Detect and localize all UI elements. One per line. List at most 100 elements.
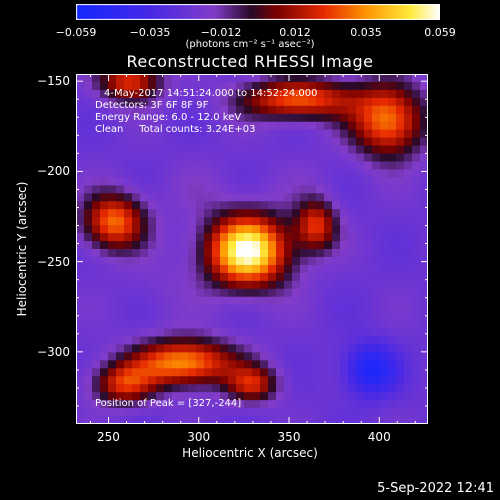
heatmap-cell	[292, 185, 301, 194]
heatmap-cell	[148, 352, 157, 361]
heatmap-cell	[172, 113, 181, 123]
heatmap-cell	[124, 320, 133, 330]
heatmap-cell	[116, 161, 125, 171]
heatmap-cell	[356, 97, 365, 107]
heatmap-cell	[340, 169, 349, 178]
heatmap-cell	[364, 288, 373, 298]
heatmap-cell	[124, 296, 133, 306]
heatmap-cell	[308, 256, 317, 266]
heatmap-cell	[236, 169, 245, 178]
heatmap-cell	[244, 416, 253, 424]
heatmap-cell	[252, 97, 261, 107]
heatmap-cell	[220, 113, 229, 123]
heatmap-cell	[300, 217, 309, 226]
heatmap-cell	[292, 217, 301, 226]
heatmap-cell	[180, 384, 189, 393]
heatmap-cell	[84, 169, 93, 178]
heatmap-cell	[340, 201, 349, 210]
heatmap-cell	[308, 241, 317, 250]
heatmap-cell	[380, 384, 389, 393]
heatmap-cell	[404, 113, 413, 123]
heatmap-cell	[348, 201, 357, 210]
heatmap-cell	[84, 97, 93, 107]
heatmap-cell	[204, 280, 213, 290]
heatmap-cell	[308, 384, 317, 393]
heatmap-cell	[268, 113, 277, 123]
heatmap-cell	[148, 320, 157, 330]
heatmap-cell	[324, 360, 333, 369]
heatmap-cell	[340, 74, 349, 83]
heatmap-cell	[396, 256, 405, 266]
heatmap-cell	[308, 352, 317, 361]
heatmap-cell	[164, 296, 173, 306]
heatmap-cell	[76, 360, 85, 369]
colorbar-tick-label: −0.035	[129, 26, 171, 39]
heatmap-cell	[324, 137, 333, 147]
heatmap-cell	[100, 74, 109, 83]
heatmap-cell	[100, 288, 109, 298]
heatmap-cell	[340, 272, 349, 282]
x-tick-label: 300	[187, 430, 211, 444]
heatmap-cell	[172, 304, 181, 314]
heatmap-cell	[348, 185, 357, 194]
heatmap-cell	[292, 376, 301, 385]
heatmap-cell	[180, 201, 189, 210]
heatmap-cell	[84, 312, 93, 322]
heatmap-cell	[164, 161, 173, 171]
heatmap-cell	[396, 296, 405, 306]
heatmap-cell	[76, 336, 85, 346]
heatmap-cell	[140, 320, 149, 330]
heatmap-cell	[300, 185, 309, 194]
heatmap-cell	[324, 81, 333, 91]
heatmap-cell	[324, 392, 333, 401]
heatmap-cell	[284, 201, 293, 210]
heatmap-cell	[364, 249, 373, 258]
heatmap-cell	[268, 137, 277, 147]
heatmap-cell	[348, 233, 357, 242]
heatmap-cell	[172, 408, 181, 417]
heatmap-cell	[140, 352, 149, 361]
heatmap-cell	[204, 408, 213, 417]
heatmap-cell	[356, 121, 365, 131]
heatmap-cell	[420, 209, 428, 218]
heatmap-cell	[276, 368, 285, 377]
heatmap-cell	[244, 256, 253, 266]
heatmap-cell	[292, 89, 301, 99]
heatmap-cell	[124, 336, 133, 346]
heatmap-cell	[100, 368, 109, 377]
heatmap-cell	[412, 185, 421, 194]
heatmap-cell	[204, 193, 213, 202]
heatmap-cell	[116, 384, 125, 393]
heatmap-cell	[404, 280, 413, 290]
heatmap-cell	[220, 400, 229, 409]
heatmap-cell	[252, 304, 261, 314]
heatmap-cell	[364, 225, 373, 234]
heatmap-cell	[388, 217, 397, 226]
heatmap-cell	[268, 408, 277, 417]
heatmap-cell	[372, 344, 381, 353]
heatmap-cell	[212, 376, 221, 385]
heatmap-cell	[236, 416, 245, 424]
heatmap-cell	[180, 288, 189, 298]
heatmap-cell	[116, 217, 125, 226]
heatmap-cell	[76, 344, 85, 353]
heatmap-cell	[188, 256, 197, 266]
heatmap-cell	[84, 161, 93, 171]
heatmap-cell	[132, 129, 141, 139]
heatmap-cell	[220, 328, 229, 338]
heatmap-cell	[372, 376, 381, 385]
heatmap-cell	[108, 217, 117, 226]
heatmap-cell	[332, 336, 341, 346]
heatmap-cell	[404, 121, 413, 131]
heatmap-cell	[380, 233, 389, 242]
heatmap-cell	[372, 264, 381, 274]
heatmap-cell	[372, 296, 381, 306]
heatmap-cell	[140, 336, 149, 346]
heatmap-cell	[100, 408, 109, 417]
heatmap-cell	[260, 169, 269, 178]
heatmap-cell	[156, 320, 165, 330]
heatmap-cell	[188, 113, 197, 123]
heatmap-cell	[380, 169, 389, 178]
heatmap-cell	[108, 344, 117, 353]
heatmap-cell	[172, 344, 181, 353]
